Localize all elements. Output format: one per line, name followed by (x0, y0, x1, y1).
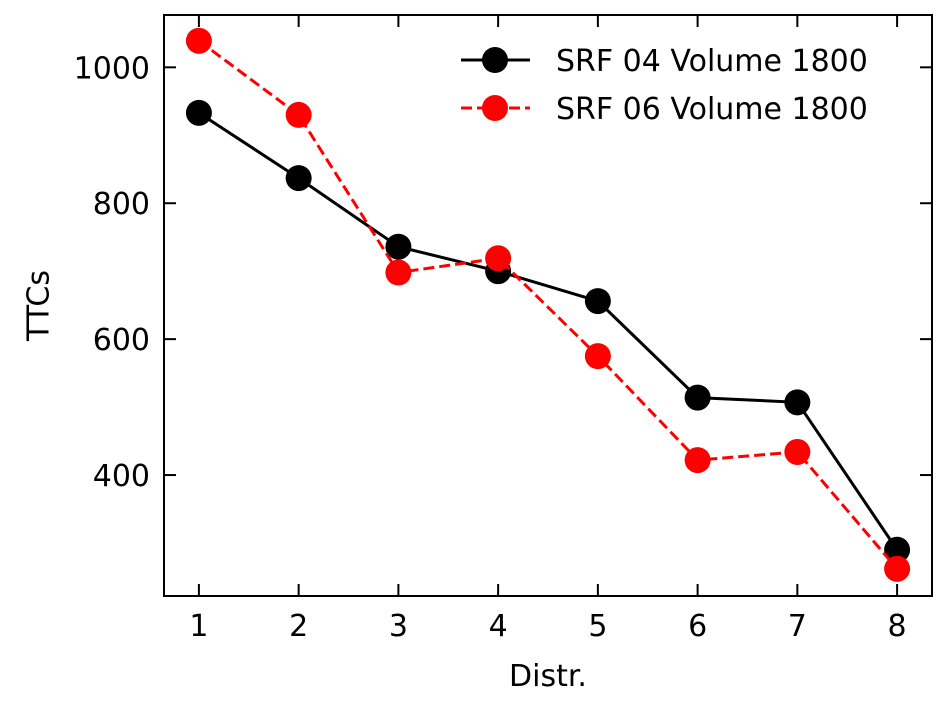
legend: SRF 04 Volume 1800 SRF 06 Volume 1800 (461, 44, 868, 127)
x-tick-label: 6 (688, 609, 707, 644)
data-point (584, 288, 611, 315)
plot-area (185, 27, 911, 582)
data-point (285, 165, 312, 192)
y-axis-label: TTCs (22, 270, 57, 342)
x-tick-label: 3 (389, 609, 408, 644)
axis-ticks: 1 2 3 4 5 6 7 8 400 600 800 1000 (74, 15, 932, 644)
y-tick-label: 400 (93, 459, 150, 494)
data-point (385, 259, 412, 286)
legend-item: SRF 04 Volume 1800 (461, 44, 868, 79)
data-point (684, 447, 711, 474)
series-line (198, 39, 899, 570)
y-tick-label: 600 (93, 323, 150, 358)
data-point (584, 343, 611, 370)
data-point (385, 233, 412, 260)
x-tick-label: 4 (489, 609, 508, 644)
series-line (198, 111, 899, 551)
legend-label: SRF 04 Volume 1800 (556, 44, 868, 79)
data-point (884, 536, 911, 563)
data-point (185, 99, 212, 126)
series-2 (185, 27, 911, 582)
x-tick-label: 5 (588, 609, 607, 644)
series-1 (185, 99, 911, 563)
legend-item: SRF 06 Volume 1800 (461, 92, 868, 127)
y-tick-label: 1000 (74, 51, 150, 86)
data-point (285, 101, 312, 128)
legend-marker (482, 47, 508, 73)
x-tick-label: 8 (888, 609, 907, 644)
data-point (485, 245, 512, 272)
data-point (684, 384, 711, 411)
legend-label: SRF 06 Volume 1800 (556, 92, 868, 127)
x-tick-label: 1 (189, 609, 208, 644)
x-tick-label: 2 (289, 609, 308, 644)
data-point (784, 389, 811, 416)
data-point (185, 27, 212, 54)
y-tick-label: 800 (93, 187, 150, 222)
plot-frame (163, 14, 933, 597)
legend-marker (482, 95, 508, 121)
x-axis-label: Distr. (509, 659, 587, 694)
data-point (884, 555, 911, 582)
x-tick-label: 7 (788, 609, 807, 644)
data-point (784, 438, 811, 465)
